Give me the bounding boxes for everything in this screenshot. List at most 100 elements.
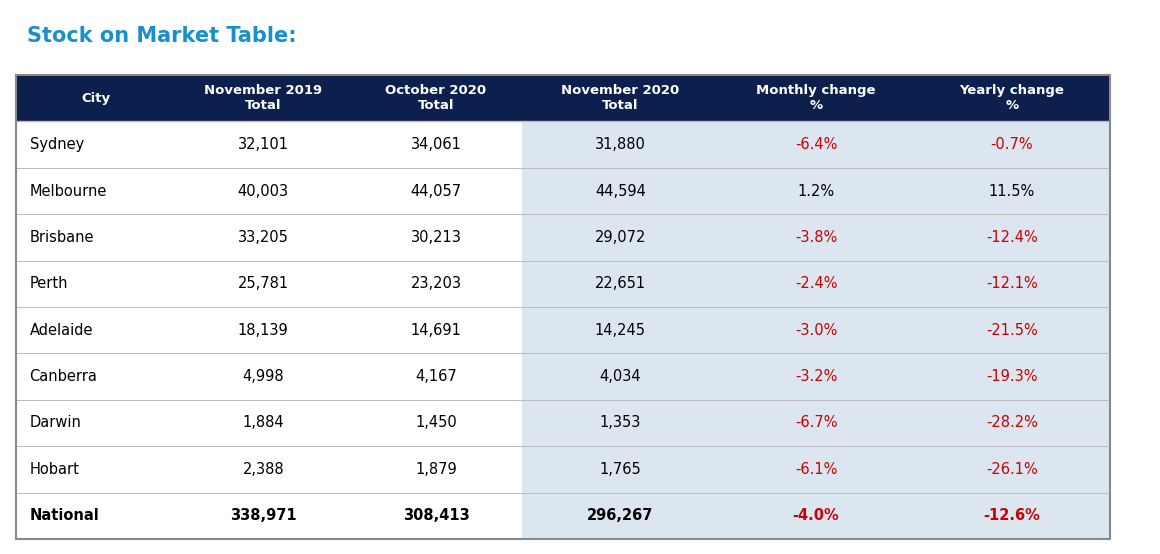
- Text: 11.5%: 11.5%: [988, 183, 1035, 198]
- Text: 14,691: 14,691: [411, 322, 462, 338]
- Text: Brisbane: Brisbane: [29, 230, 94, 245]
- Bar: [914, 493, 1110, 539]
- Text: 308,413: 308,413: [403, 508, 470, 523]
- Text: 1,765: 1,765: [600, 462, 641, 477]
- Text: 44,594: 44,594: [595, 183, 646, 198]
- Bar: [522, 307, 718, 353]
- Text: Melbourne: Melbourne: [29, 183, 107, 198]
- Bar: [522, 353, 718, 400]
- Bar: [914, 400, 1110, 446]
- Bar: [349, 446, 522, 493]
- Text: 23,203: 23,203: [411, 276, 462, 291]
- Text: -4.0%: -4.0%: [792, 508, 840, 523]
- Bar: [522, 400, 718, 446]
- Bar: [914, 307, 1110, 353]
- Text: Perth: Perth: [29, 276, 68, 291]
- Text: November 2020
Total: November 2020 Total: [561, 84, 680, 112]
- Text: November 2019
Total: November 2019 Total: [204, 84, 322, 112]
- Text: -12.6%: -12.6%: [984, 508, 1041, 523]
- Bar: [349, 400, 522, 446]
- Bar: [914, 446, 1110, 493]
- Text: -6.4%: -6.4%: [795, 137, 838, 152]
- Bar: [177, 353, 349, 400]
- Text: 4,034: 4,034: [600, 369, 641, 384]
- Text: 31,880: 31,880: [595, 137, 646, 152]
- Bar: [177, 121, 349, 168]
- Bar: [177, 400, 349, 446]
- Text: 32,101: 32,101: [238, 137, 289, 152]
- Text: Hobart: Hobart: [29, 462, 79, 477]
- Bar: [718, 400, 914, 446]
- Bar: [349, 307, 522, 353]
- Text: 296,267: 296,267: [587, 508, 653, 523]
- Text: Adelaide: Adelaide: [29, 322, 93, 338]
- Bar: [349, 260, 522, 307]
- Bar: [718, 121, 914, 168]
- Text: 18,139: 18,139: [238, 322, 289, 338]
- Bar: [16, 260, 177, 307]
- Bar: [349, 121, 522, 168]
- Text: October 2020
Total: October 2020 Total: [385, 84, 486, 112]
- Text: 1.2%: 1.2%: [798, 183, 835, 198]
- Text: -0.7%: -0.7%: [991, 137, 1034, 152]
- Bar: [718, 493, 914, 539]
- Text: 33,205: 33,205: [238, 230, 289, 245]
- Text: -3.0%: -3.0%: [795, 322, 838, 338]
- Bar: [914, 353, 1110, 400]
- Text: 34,061: 34,061: [411, 137, 462, 152]
- Bar: [16, 75, 1110, 539]
- Bar: [522, 446, 718, 493]
- Text: Monthly change
%: Monthly change %: [756, 84, 876, 112]
- Bar: [914, 168, 1110, 214]
- Bar: [914, 260, 1110, 307]
- Text: -6.1%: -6.1%: [795, 462, 838, 477]
- Text: 338,971: 338,971: [230, 508, 297, 523]
- Bar: [177, 446, 349, 493]
- Bar: [16, 121, 177, 168]
- Text: -19.3%: -19.3%: [986, 369, 1038, 384]
- Text: 29,072: 29,072: [595, 230, 646, 245]
- Text: National: National: [29, 508, 100, 523]
- Bar: [16, 446, 177, 493]
- Text: -3.2%: -3.2%: [795, 369, 838, 384]
- Bar: [177, 307, 349, 353]
- Bar: [177, 214, 349, 260]
- Bar: [16, 75, 1110, 121]
- Text: -3.8%: -3.8%: [795, 230, 838, 245]
- Bar: [914, 214, 1110, 260]
- Text: -26.1%: -26.1%: [986, 462, 1038, 477]
- Text: 14,245: 14,245: [595, 322, 646, 338]
- Bar: [16, 307, 177, 353]
- Text: 25,781: 25,781: [238, 276, 289, 291]
- Bar: [718, 214, 914, 260]
- Text: 22,651: 22,651: [595, 276, 646, 291]
- Bar: [16, 493, 177, 539]
- Bar: [177, 168, 349, 214]
- Bar: [16, 353, 177, 400]
- Text: 40,003: 40,003: [238, 183, 289, 198]
- Bar: [349, 493, 522, 539]
- Text: 1,884: 1,884: [242, 416, 284, 430]
- Bar: [177, 260, 349, 307]
- Bar: [718, 353, 914, 400]
- Text: Canberra: Canberra: [29, 369, 97, 384]
- Text: -2.4%: -2.4%: [795, 276, 838, 291]
- Bar: [522, 214, 718, 260]
- Text: -6.7%: -6.7%: [795, 416, 838, 430]
- Text: -21.5%: -21.5%: [986, 322, 1038, 338]
- Bar: [522, 493, 718, 539]
- Text: 1,450: 1,450: [415, 416, 457, 430]
- Bar: [522, 121, 718, 168]
- Text: 1,353: 1,353: [600, 416, 641, 430]
- Bar: [914, 121, 1110, 168]
- Bar: [16, 400, 177, 446]
- Bar: [349, 214, 522, 260]
- Bar: [349, 168, 522, 214]
- Text: 4,998: 4,998: [242, 369, 284, 384]
- Text: -12.4%: -12.4%: [986, 230, 1038, 245]
- Text: -28.2%: -28.2%: [986, 416, 1038, 430]
- Text: 44,057: 44,057: [411, 183, 462, 198]
- Text: 4,167: 4,167: [415, 369, 457, 384]
- Bar: [349, 353, 522, 400]
- Bar: [522, 168, 718, 214]
